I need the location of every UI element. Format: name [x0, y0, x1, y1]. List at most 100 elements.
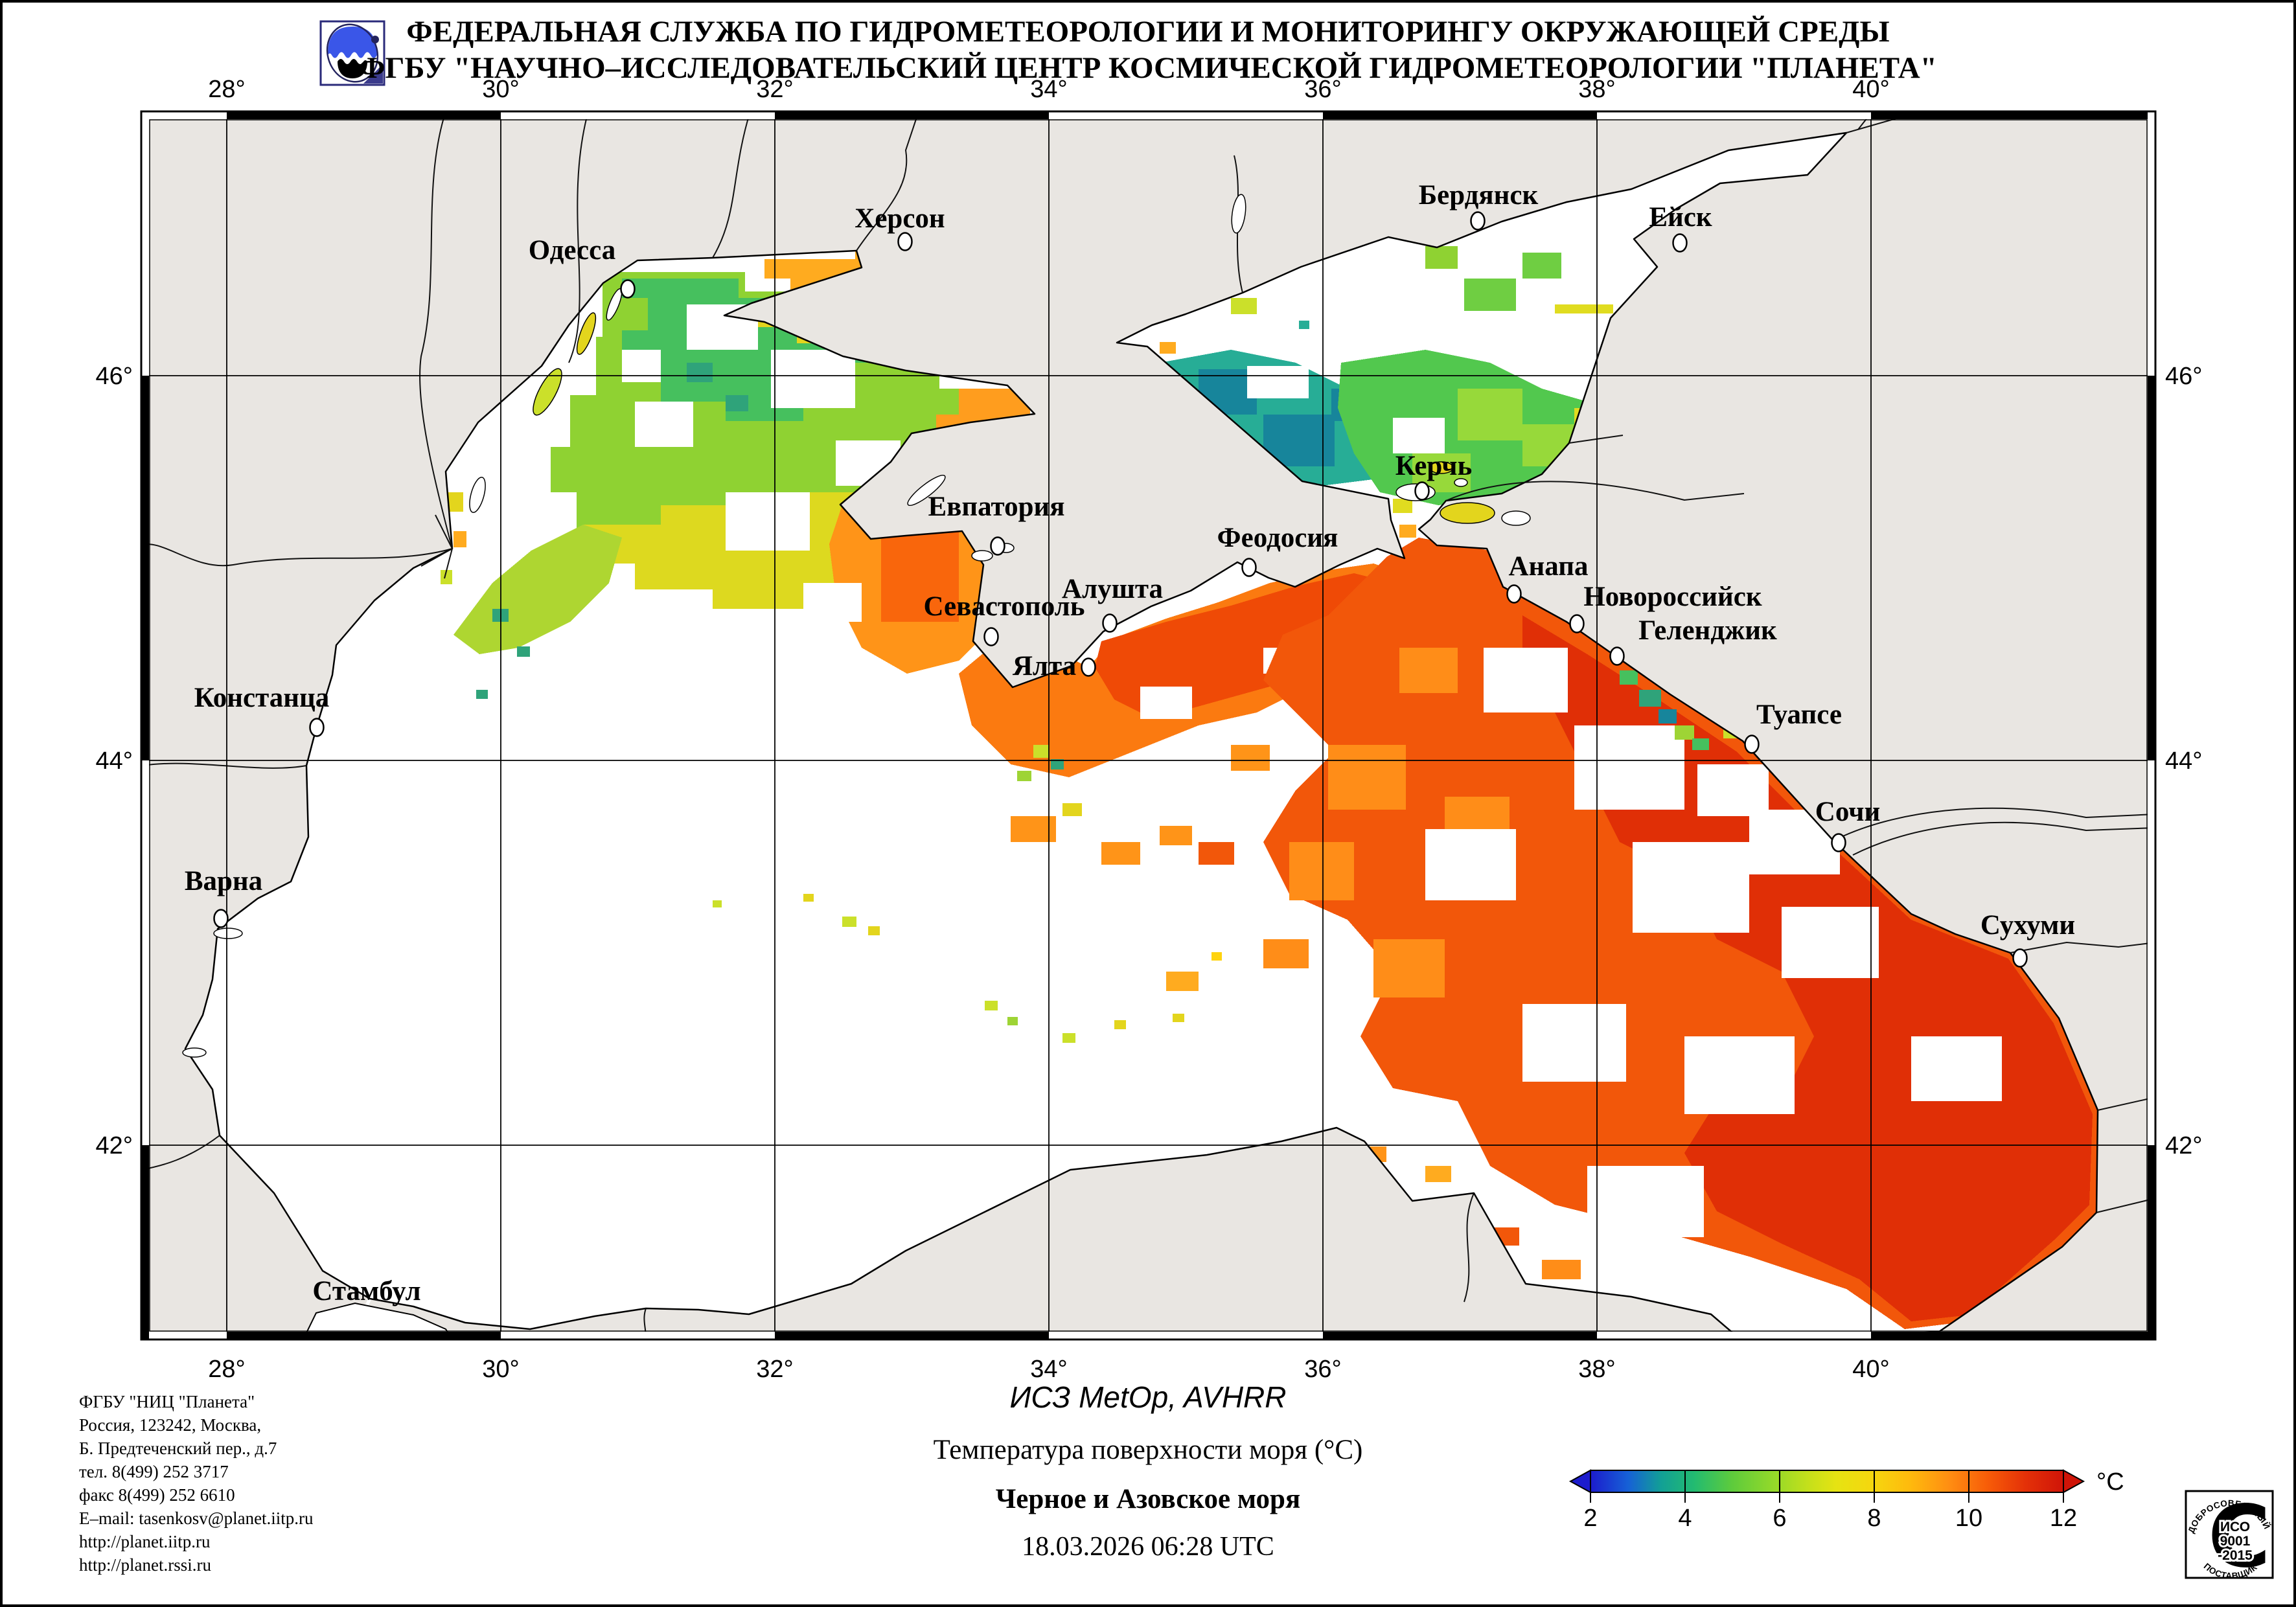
city-marker — [1081, 657, 1096, 677]
city-label: Евпатория — [928, 492, 1064, 522]
lon-label-bottom: 36° — [1304, 1356, 1341, 1383]
product-title: Температура поверхности моря (°C) — [933, 1435, 1363, 1465]
lat-label-left: 42° — [96, 1132, 133, 1159]
contact-line: http://planet.rssi.ru — [79, 1555, 211, 1575]
lat-label-right: 42° — [2165, 1132, 2202, 1159]
scale-gradient — [1590, 1470, 2064, 1493]
city-marker — [1672, 233, 1688, 253]
city-label: Геленджик — [1638, 615, 1777, 646]
city-layer: Одесса Херсон Бердянск Ейск Керчь Евпатория Фе… — [185, 180, 2075, 1306]
lon-label-bottom: 38° — [1578, 1356, 1615, 1383]
lat-label-right: 44° — [2165, 747, 2202, 775]
city-label: Туапсе — [1756, 700, 1842, 730]
city-marker — [1831, 833, 1846, 852]
lon-label-top: 40° — [1852, 76, 1889, 103]
lon-labels-top: 28° 30° 32° 34° 36° 38° 40° — [208, 76, 1889, 103]
contact-block: ФГБУ "НИЦ "Планета" Россия, 123242, Москв… — [79, 1390, 314, 1577]
logo-globe-top — [328, 27, 377, 58]
marmara-sea — [303, 1303, 452, 1339]
city-label: Сухуми — [1980, 910, 2075, 940]
city-label: Новороссийск — [1583, 582, 1762, 612]
contact-line: E–mail: tasenkosv@planet.iitp.ru — [79, 1509, 314, 1528]
city-marker — [213, 909, 229, 928]
scale-unit: °C — [2096, 1468, 2124, 1496]
lon-label-bottom: 28° — [208, 1356, 245, 1383]
lon-label-top: 30° — [482, 76, 519, 103]
planeta-logo — [319, 20, 385, 86]
graticule — [141, 111, 2155, 1339]
scale-tick-label: 6 — [1773, 1505, 1786, 1532]
logo-sea-wave — [338, 59, 367, 78]
contact-line: тел. 8(499) 252 3717 — [79, 1462, 229, 1481]
city-marker — [1414, 481, 1430, 501]
scale-ticks: 2 4 6 8 10 12 — [1583, 1470, 2077, 1532]
city-label: Феодосия — [1217, 523, 1338, 553]
lat-label-right: 46° — [2165, 363, 2202, 390]
city-label: Бердянск — [1419, 180, 1539, 211]
city-label: Ялта — [1013, 651, 1076, 681]
city-label: Анапа — [1508, 551, 1588, 582]
city-label: Стамбул — [312, 1276, 420, 1306]
lat-labels-left: 46° 44° 42° — [96, 363, 133, 1159]
contact-line: Б. Предтеченский пер., д.7 — [79, 1439, 277, 1458]
city-marker — [1506, 584, 1522, 604]
coastline — [184, 131, 2099, 1341]
city-label: Севастополь — [923, 591, 1085, 622]
datetime-stamp: 18.03.2026 06:28 UTC — [1022, 1532, 1274, 1562]
city-marker — [1744, 735, 1760, 754]
lon-label-top: 34° — [1030, 76, 1067, 103]
lon-label-bottom: 30° — [482, 1356, 519, 1383]
city-label: Керчь — [1395, 451, 1472, 481]
region-title: Черное и Азовское моря — [995, 1484, 1301, 1514]
header-title-line2: ФГБУ "НАУЧНО–ИССЛЕДОВАТЕЛЬСКИЙ ЦЕНТР КОС… — [359, 51, 1937, 85]
lon-label-top: 38° — [1578, 76, 1615, 103]
map-plot: Одесса Херсон Бердянск Ейск Керчь Евпатория Фе… — [96, 76, 2203, 1383]
lon-label-bottom: 40° — [1852, 1356, 1889, 1383]
lakes-limans — [182, 194, 1531, 1058]
logo-satellite-dot — [371, 36, 379, 43]
lon-label-bottom: 34° — [1030, 1356, 1067, 1383]
city-marker — [1569, 614, 1585, 633]
contact-line: Россия, 123242, Москва, — [79, 1415, 262, 1435]
iso-c-letter: C — [2208, 1487, 2271, 1587]
lon-labels-bottom: 28° 30° 32° 34° 36° 38° 40° — [208, 1356, 1889, 1383]
scale-tick-label: 2 — [1583, 1505, 1597, 1532]
lon-label-bottom: 32° — [756, 1356, 793, 1383]
lon-label-top: 32° — [756, 76, 793, 103]
city-marker — [983, 627, 999, 646]
map-frame-band — [140, 110, 2157, 1341]
iso-line2: 9001 — [2220, 1534, 2251, 1549]
city-marker — [990, 536, 1005, 556]
lat-labels-right: 46° 44° 42° — [2165, 363, 2202, 1159]
logo-orbit — [326, 23, 379, 83]
satellite-info: ИСЗ MetOp, AVHRR — [1009, 1380, 1287, 1414]
lon-label-top: 36° — [1304, 76, 1341, 103]
city-marker — [2012, 948, 2028, 968]
logo-corner-triangle — [363, 64, 383, 84]
city-label: Сочи — [1815, 797, 1880, 827]
rivers-borders — [141, 111, 2156, 1340]
scale-tick-label: 8 — [1867, 1505, 1881, 1532]
scale-tick-label: 10 — [1955, 1505, 1982, 1532]
city-marker — [1102, 613, 1118, 633]
lon-label-top: 28° — [208, 76, 245, 103]
header-title-line1: ФЕДЕРАЛЬНАЯ СЛУЖБА ПО ГИДРОМЕТЕОРОЛОГИИ … — [406, 15, 1890, 49]
city-label: Ейск — [1649, 202, 1712, 233]
scale-tick-label: 4 — [1678, 1505, 1692, 1532]
contact-line: ФГБУ "НИЦ "Планета" — [79, 1392, 255, 1411]
city-marker — [1609, 646, 1625, 666]
city-marker — [309, 718, 325, 737]
iso-9001-badge: C ИСО 9001 -2015 ДОБРОСОВЕСТНЫЙ ПОСТАВЩИ… — [2185, 1487, 2274, 1587]
lat-label-left: 46° — [96, 363, 133, 390]
contact-line: http://planet.iitp.ru — [79, 1532, 211, 1551]
lat-label-left: 44° — [96, 747, 133, 775]
city-marker — [897, 232, 913, 251]
city-marker — [1470, 211, 1486, 231]
city-label: Констанца — [194, 683, 330, 713]
iso-line3: -2015 — [2218, 1548, 2253, 1563]
city-marker — [1241, 558, 1257, 577]
city-label: Варна — [185, 866, 262, 896]
scale-tick-label: 12 — [2050, 1505, 2077, 1532]
